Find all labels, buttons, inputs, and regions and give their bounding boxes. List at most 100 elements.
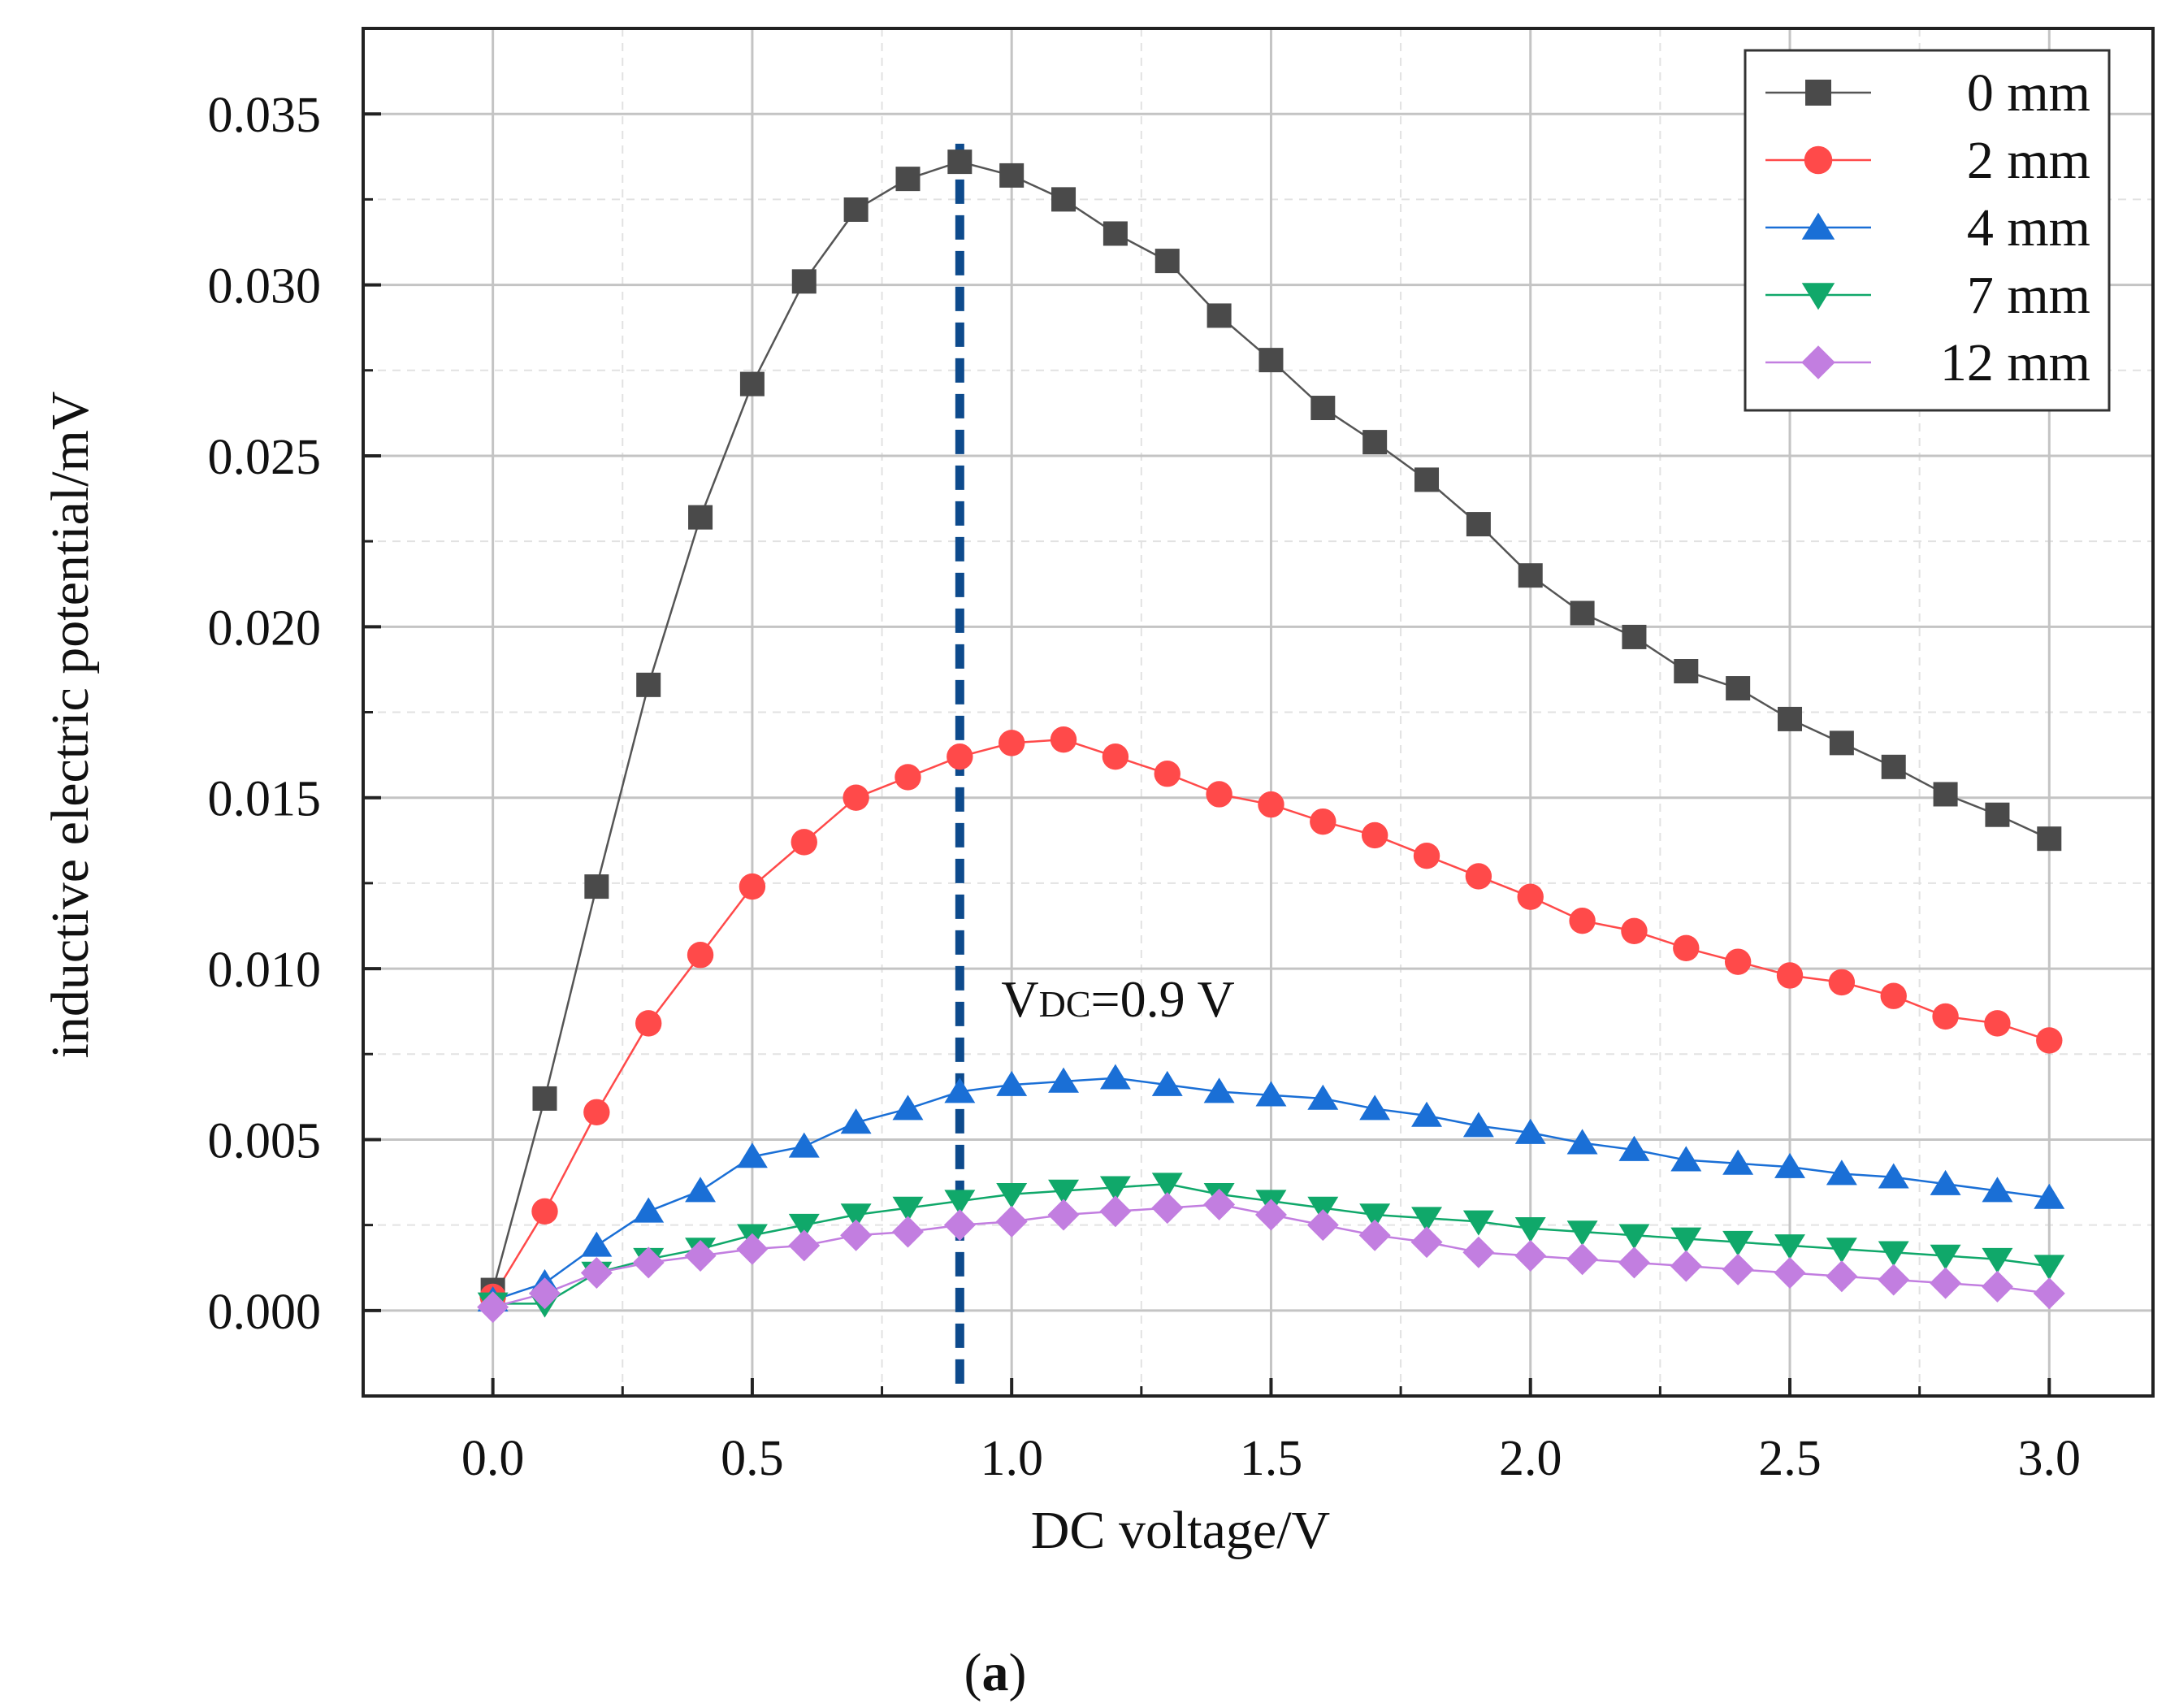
data-point [1722, 1230, 1754, 1256]
data-point [1829, 730, 1854, 756]
data-point [1410, 1226, 1443, 1259]
data-point [1826, 1238, 1857, 1264]
data-point [685, 1177, 717, 1203]
data-point [739, 371, 765, 397]
data-point [2034, 1183, 2065, 1209]
data-point [1047, 1199, 1080, 1231]
data-point [1774, 1234, 1805, 1260]
vdc-annotation: VDC=0.9 V [1001, 970, 1234, 1028]
data-point [736, 1233, 769, 1265]
data-point [895, 764, 921, 791]
data-point [1206, 781, 1232, 808]
data-point [1776, 962, 1804, 989]
axis-ticks [363, 112, 2051, 1396]
caption-open: ( [964, 1643, 982, 1702]
data-point [995, 1205, 1028, 1238]
data-point [1726, 676, 1751, 701]
data-point [840, 1219, 873, 1251]
data-point [1933, 782, 1958, 807]
data-point [1310, 396, 1336, 421]
data-point [1462, 1210, 1494, 1236]
legend-label: 12 mm [1940, 333, 2090, 392]
data-point [943, 1209, 976, 1242]
x-axis-label: DC voltage/V [1031, 1501, 1330, 1560]
data-point [1361, 821, 1388, 849]
data-point [1674, 659, 1699, 684]
data-point [2033, 1277, 2065, 1310]
data-point [2034, 1255, 2065, 1281]
data-point [1048, 1179, 1080, 1205]
data-point [1102, 743, 1129, 770]
data-point [1801, 212, 1835, 240]
data-point [947, 743, 973, 770]
data-point [1411, 1207, 1443, 1233]
legend-label: 7 mm [1967, 266, 2090, 325]
caption-close: ) [1009, 1643, 1027, 1702]
data-point [1566, 1129, 1598, 1155]
x-tick-label: 2.0 [1499, 1431, 1562, 1486]
y-tick-labels: 0.000 0.005 0.010 0.015 0.020 0.025 0.030 0.035 [208, 88, 322, 1340]
data-point [739, 873, 766, 900]
data-point [1878, 1264, 1910, 1296]
data-point [1881, 754, 1906, 779]
x-tick-label: 1.5 [1240, 1431, 1303, 1486]
data-point [843, 784, 869, 811]
data-point [1514, 1217, 1546, 1243]
legend-label: 4 mm [1967, 198, 2090, 258]
data-point [840, 1203, 872, 1229]
data-point [998, 730, 1025, 756]
data-point [1362, 430, 1388, 455]
data-point [1932, 1003, 1959, 1030]
data-point [892, 1196, 924, 1222]
data-point [477, 1291, 509, 1324]
series-markers-group [477, 1188, 2065, 1324]
data-point [1982, 1247, 2013, 1273]
data-point [1618, 1224, 1650, 1250]
data-point [1048, 1067, 1080, 1093]
data-point [788, 1213, 820, 1239]
data-point [1880, 982, 1907, 1009]
data-point [1828, 969, 1856, 996]
data-point [1621, 917, 1648, 944]
data-point [1465, 863, 1492, 890]
data-point [1462, 1112, 1494, 1138]
y-tick-label: 0.005 [208, 1113, 322, 1168]
data-point [1981, 1270, 2013, 1303]
data-point [944, 1077, 976, 1103]
data-point [1514, 1239, 1547, 1272]
data-point [528, 1277, 561, 1310]
data-point [1359, 1203, 1391, 1229]
y-tick-label: 0.035 [208, 88, 322, 143]
data-point [843, 197, 869, 222]
y-axis-label: inductive electric potential/mV [41, 391, 100, 1058]
data-point [1307, 1084, 1339, 1110]
data-point [1804, 145, 1833, 175]
data-point [1258, 791, 1284, 818]
data-point [947, 150, 973, 175]
caption-letter: a [982, 1643, 1009, 1702]
data-point [1622, 624, 1647, 649]
annotation-subscript: DC [1039, 983, 1091, 1025]
data-point [1411, 1101, 1443, 1127]
data-point [1359, 1095, 1391, 1121]
y-tick-label: 0.030 [208, 259, 322, 314]
data-point [1358, 1219, 1391, 1251]
y-tick-label: 0.015 [208, 772, 322, 827]
data-point [1203, 1188, 1236, 1220]
data-point [1569, 907, 1596, 934]
y-tick-label: 0.010 [208, 943, 322, 998]
data-point [1774, 1152, 1805, 1178]
data-point [635, 1010, 662, 1037]
data-point [2037, 826, 2062, 852]
data-point [1566, 1220, 1598, 1246]
data-point [1724, 948, 1752, 975]
data-point [1618, 1135, 1650, 1161]
data-point [1099, 1176, 1131, 1202]
y-tick-label: 0.025 [208, 430, 322, 485]
x-tick-label: 1.0 [980, 1431, 1043, 1486]
legend-box [1744, 49, 2111, 412]
data-point [1985, 802, 2010, 827]
data-point [1805, 80, 1831, 106]
minor-gridlines [363, 28, 2153, 1396]
data-point [1206, 303, 1232, 328]
